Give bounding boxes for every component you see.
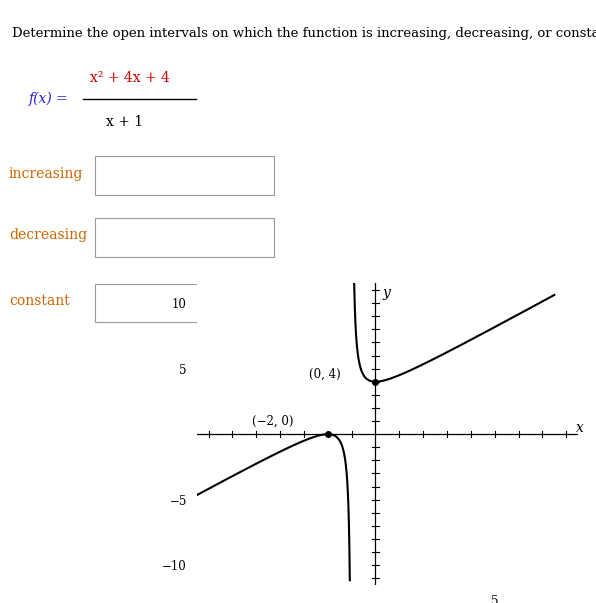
FancyBboxPatch shape <box>95 283 274 322</box>
Text: x: x <box>576 421 583 435</box>
FancyBboxPatch shape <box>95 156 274 195</box>
Text: x² + 4x + 4: x² + 4x + 4 <box>89 71 169 84</box>
Text: x + 1: x + 1 <box>106 115 143 129</box>
Text: Determine the open intervals on which the function is increasing, decreasing, or: Determine the open intervals on which th… <box>12 27 596 40</box>
Text: constant: constant <box>9 294 70 308</box>
Text: decreasing: decreasing <box>9 229 87 242</box>
Text: (−2, 0): (−2, 0) <box>252 415 293 428</box>
Text: y: y <box>383 286 390 300</box>
Text: f(x) =: f(x) = <box>29 92 69 106</box>
Text: increasing: increasing <box>9 166 83 181</box>
Text: (0, 4): (0, 4) <box>309 368 340 380</box>
FancyBboxPatch shape <box>95 218 274 257</box>
